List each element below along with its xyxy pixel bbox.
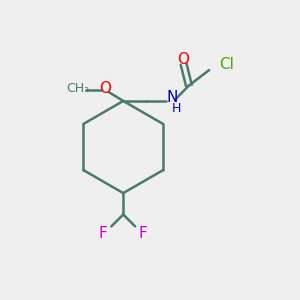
Text: O: O (178, 52, 190, 67)
Text: CH₃: CH₃ (66, 82, 89, 95)
Text: O: O (99, 81, 111, 96)
Text: N: N (166, 91, 177, 106)
Text: H: H (172, 102, 182, 115)
Text: F: F (139, 226, 148, 241)
Text: Cl: Cl (220, 57, 234, 72)
Text: F: F (99, 226, 108, 241)
